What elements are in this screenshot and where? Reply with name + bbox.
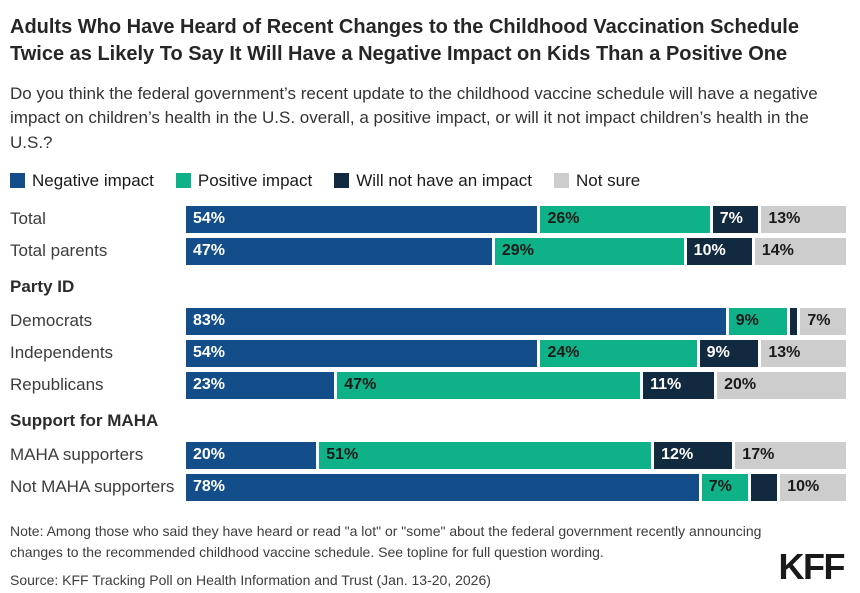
bar-segment-not-sure: 14% xyxy=(754,237,846,265)
bar-segment-will-not-have-an-impact: 7% xyxy=(712,205,759,233)
legend-label: Not sure xyxy=(575,170,641,190)
bar-segment-positive-impact: 24% xyxy=(540,339,697,367)
bar-segment-not-sure: 20% xyxy=(717,371,846,399)
legend-item-not-sure: Not sure xyxy=(553,170,641,191)
bar-segment-will-not-have-an-impact xyxy=(750,473,778,501)
bar-segment-positive-impact: 26% xyxy=(540,205,710,233)
legend: Negative impact Positive impact Will not h… xyxy=(10,171,846,191)
stacked-bar: 54% 26% 7% 13% xyxy=(186,205,846,233)
legend-item-will-not-have-an-impact: Will not have an impact xyxy=(334,171,532,191)
bar-segment-will-not-have-an-impact: 12% xyxy=(654,441,733,469)
bar-segment-negative-impact: 83% xyxy=(186,307,726,335)
legend-label: Positive impact xyxy=(197,170,313,190)
legend-item-negative-impact: Negative impact xyxy=(10,171,154,191)
bar-segment-negative-impact: 23% xyxy=(186,371,335,399)
bar-segment-negative-impact: 54% xyxy=(186,339,538,367)
bar-segment-not-sure: 17% xyxy=(735,441,846,469)
chart-source: Source: KFF Tracking Poll on Health Info… xyxy=(10,571,491,588)
row-category-label: MAHA supporters xyxy=(10,445,144,465)
kff-logo: KFF xyxy=(778,546,846,587)
legend-swatch xyxy=(334,173,350,189)
bar-segment-negative-impact: 47% xyxy=(186,237,492,265)
bar-segment-positive-impact: 47% xyxy=(337,371,641,399)
bar-segment-negative-impact: 20% xyxy=(186,441,317,469)
row-category-label: Republicans xyxy=(10,375,104,395)
stacked-bar: 20% 51% 12% 17% xyxy=(186,441,846,469)
chart-row: MAHA supporters 20% 51% 12% 17% xyxy=(10,441,846,469)
bar-segment-positive-impact: 9% xyxy=(728,307,788,335)
section-header: Support for MAHA xyxy=(10,410,159,430)
legend-swatch xyxy=(175,173,191,189)
chart-row: Republicans 23% 47% 11% 20% xyxy=(10,371,846,399)
bar-segment-negative-impact: 78% xyxy=(186,473,699,501)
bar-segment-not-sure: 13% xyxy=(761,339,846,367)
bar-segment-will-not-have-an-impact xyxy=(790,307,798,335)
row-category-label: Total xyxy=(10,209,46,229)
chart-row: Democrats 83% 9% 7% xyxy=(10,307,846,335)
legend-swatch xyxy=(553,173,569,189)
stacked-bar: 54% 24% 9% 13% xyxy=(186,339,846,367)
chart-title: Adults Who Have Heard of Recent Changes … xyxy=(10,16,799,65)
bar-segment-will-not-have-an-impact: 9% xyxy=(699,339,759,367)
bar-segment-positive-impact: 51% xyxy=(319,441,652,469)
legend-item-positive-impact: Positive impact xyxy=(175,170,313,191)
row-category-label: Total parents xyxy=(10,241,108,261)
bar-segment-not-sure: 10% xyxy=(780,473,846,501)
chart-note: Note: Among those who said they have hea… xyxy=(10,522,762,560)
section-header: Party ID xyxy=(10,276,75,296)
chart-row: Total 54% 26% 7% 13% xyxy=(10,205,846,233)
bar-segment-positive-impact: 29% xyxy=(494,237,684,265)
legend-label: Negative impact xyxy=(32,170,154,190)
bar-segment-negative-impact: 54% xyxy=(186,205,538,233)
bar-segment-will-not-have-an-impact: 10% xyxy=(686,237,752,265)
row-category-label: Not MAHA supporters xyxy=(10,477,175,497)
row-category-label: Democrats xyxy=(10,311,93,331)
stacked-bar: 47% 29% 10% 14% xyxy=(186,237,846,265)
chart-row: Not MAHA supporters 78% 7% 10% xyxy=(10,473,846,501)
stacked-bar: 23% 47% 11% 20% xyxy=(186,371,846,399)
bar-segment-positive-impact: 7% xyxy=(701,473,748,501)
chart: Total 54% 26% 7% 13% Total parents 47% 29% 10% 14… xyxy=(10,205,846,501)
chart-row: Independents 54% 24% 9% 13% xyxy=(10,339,846,367)
stacked-bar: 78% 7% 10% xyxy=(186,473,846,501)
legend-swatch xyxy=(10,173,25,189)
row-category-label: Independents xyxy=(10,343,114,363)
bar-segment-not-sure: 13% xyxy=(761,205,846,233)
chart-subtitle: Do you think the federal government’s re… xyxy=(10,84,818,152)
legend-label: Will not have an impact xyxy=(356,170,532,190)
chart-row: Total parents 47% 29% 10% 14% xyxy=(10,237,846,265)
bar-segment-will-not-have-an-impact: 11% xyxy=(643,371,715,399)
stacked-bar: 83% 9% 7% xyxy=(186,307,846,335)
bar-segment-not-sure: 7% xyxy=(800,307,846,335)
